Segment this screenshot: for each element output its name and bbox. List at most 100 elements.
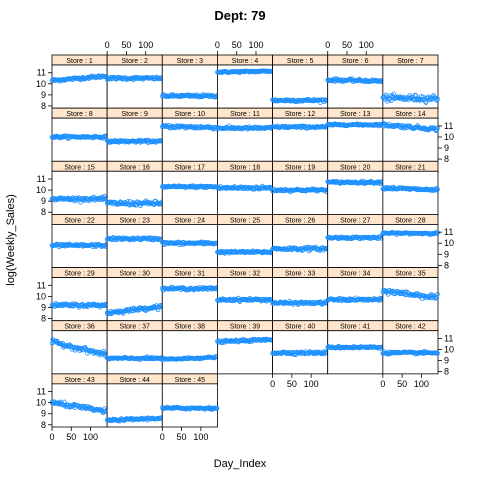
panel: Store : 23 xyxy=(104,214,165,268)
panel-strip-label: Store : 33 xyxy=(285,271,315,278)
panel: Store : 5 xyxy=(270,54,330,109)
data-point xyxy=(58,402,64,407)
data-point xyxy=(322,97,328,103)
panel-strip-label: Store : 4 xyxy=(232,58,259,65)
x-tick-label: 0 xyxy=(215,40,220,50)
panel-strip-label: Store : 25 xyxy=(230,217,260,224)
data-point xyxy=(156,201,162,207)
y-tick-label: 11 xyxy=(37,387,46,397)
panel-strip-label: Store : 27 xyxy=(340,217,370,224)
x-tick-label: 0 xyxy=(49,432,54,442)
x-tick-label: 0 xyxy=(160,432,165,442)
panel-strip-label: Store : 42 xyxy=(395,324,425,331)
panel-strip-label: Store : 24 xyxy=(175,217,205,224)
y-tick-label: 8 xyxy=(444,367,449,377)
panel-strip-label: Store : 22 xyxy=(64,217,94,224)
panel-strip-label: Store : 1 xyxy=(66,58,93,65)
panel-frame xyxy=(51,64,108,109)
panel: Store : 9 xyxy=(104,107,165,162)
panel-frame xyxy=(161,170,218,215)
panel-strip-label: Store : 16 xyxy=(120,164,150,171)
panel-strip-label: Store : 19 xyxy=(285,164,315,171)
panel: Store : 44 xyxy=(104,373,165,428)
panel-strip-label: Store : 7 xyxy=(397,58,424,65)
panel: Store : 10 xyxy=(159,107,220,162)
panel-frame xyxy=(327,330,384,375)
panel-strip-label: Store : 35 xyxy=(395,271,425,278)
data-point xyxy=(435,291,440,297)
data-point xyxy=(433,230,439,235)
panel: Store : 45 xyxy=(159,373,220,428)
panel: Store : 42 xyxy=(380,320,440,375)
panel-strip-label: Store : 11 xyxy=(230,111,260,118)
panel-strip-label: Store : 21 xyxy=(395,164,425,171)
y-tick-label: 11 xyxy=(444,227,453,237)
y-tick-label: 9 xyxy=(41,196,46,206)
data-point xyxy=(95,407,100,412)
panel-frame xyxy=(272,277,329,322)
y-tick-label: 10 xyxy=(444,238,454,248)
panel: Store : 43 xyxy=(49,373,110,428)
data-point xyxy=(434,187,440,193)
panel-frame xyxy=(161,64,218,109)
x-tick-label: 100 xyxy=(304,379,319,389)
panel-strip-label: Store : 10 xyxy=(175,111,205,118)
y-tick-label: 8 xyxy=(41,420,46,430)
panel-frame xyxy=(327,170,384,215)
panel: Store : 11 xyxy=(215,107,275,162)
y-tick-label: 8 xyxy=(444,260,449,270)
data-point xyxy=(95,242,100,248)
panel: Store : 21 xyxy=(380,160,440,215)
panel-strip-label: Store : 39 xyxy=(230,324,260,331)
panel: Store : 36 xyxy=(49,320,110,375)
panel-strip-label: Store : 37 xyxy=(120,324,150,331)
panel-strip-label: Store : 15 xyxy=(64,164,94,171)
panel: Store : 15 xyxy=(49,160,110,215)
panel-strip-label: Store : 43 xyxy=(64,377,94,384)
x-tick-label: 100 xyxy=(138,40,153,50)
panel-strip-label: Store : 8 xyxy=(66,111,93,118)
y-tick-label: 11 xyxy=(37,68,46,78)
x-tick-label: 50 xyxy=(397,379,407,389)
panel-frame xyxy=(106,170,163,215)
panel: Store : 6 xyxy=(325,54,385,109)
panel-strip-label: Store : 38 xyxy=(175,324,205,331)
y-tick-label: 8 xyxy=(41,207,46,217)
y-tick-label: 10 xyxy=(36,291,46,301)
y-axis-label: log(Weekly_Sales) xyxy=(5,194,17,286)
panel-strip-label: Store : 5 xyxy=(287,58,314,65)
data-point xyxy=(55,340,61,346)
y-tick-label: 11 xyxy=(37,174,46,184)
data-point xyxy=(406,123,411,129)
data-point xyxy=(435,125,440,131)
panel-strip-label: Store : 40 xyxy=(285,324,315,331)
data-point xyxy=(430,125,436,130)
panel: Store : 8 xyxy=(49,107,110,162)
data-point xyxy=(134,236,140,241)
panel-frame xyxy=(106,330,163,375)
panel-frame xyxy=(272,224,329,268)
panel-strip-label: Store : 28 xyxy=(395,217,425,224)
panel-strip-label: Store : 32 xyxy=(230,271,260,278)
panel: Store : 7 xyxy=(380,54,440,109)
data-point xyxy=(213,405,218,411)
panel: Store : 37 xyxy=(104,320,165,375)
panel-strip-label: Store : 45 xyxy=(175,377,205,384)
panel: Store : 20 xyxy=(325,160,385,215)
x-tick-label: 50 xyxy=(177,432,187,442)
panel: Store : 29 xyxy=(49,267,110,322)
panel-strip-label: Store : 13 xyxy=(340,111,370,118)
x-tick-label: 0 xyxy=(105,40,110,50)
panel-frame xyxy=(51,277,108,322)
panel-frame xyxy=(327,64,384,109)
axes-group: 0 50 100 0 50 100 0 50 100 0 50 100 0 50 100 0 50 100 0 50 1… xyxy=(36,40,454,442)
panel-strip-label: Store : 44 xyxy=(120,377,150,384)
data-point xyxy=(328,122,334,128)
x-tick-label: 100 xyxy=(193,432,208,442)
panel: Store : 24 xyxy=(159,214,220,268)
x-tick-label: 50 xyxy=(232,40,242,50)
panel: Store : 12 xyxy=(270,107,330,162)
y-tick-label: 9 xyxy=(41,90,46,100)
panel: Store : 19 xyxy=(270,160,330,215)
y-tick-label: 8 xyxy=(444,154,449,164)
